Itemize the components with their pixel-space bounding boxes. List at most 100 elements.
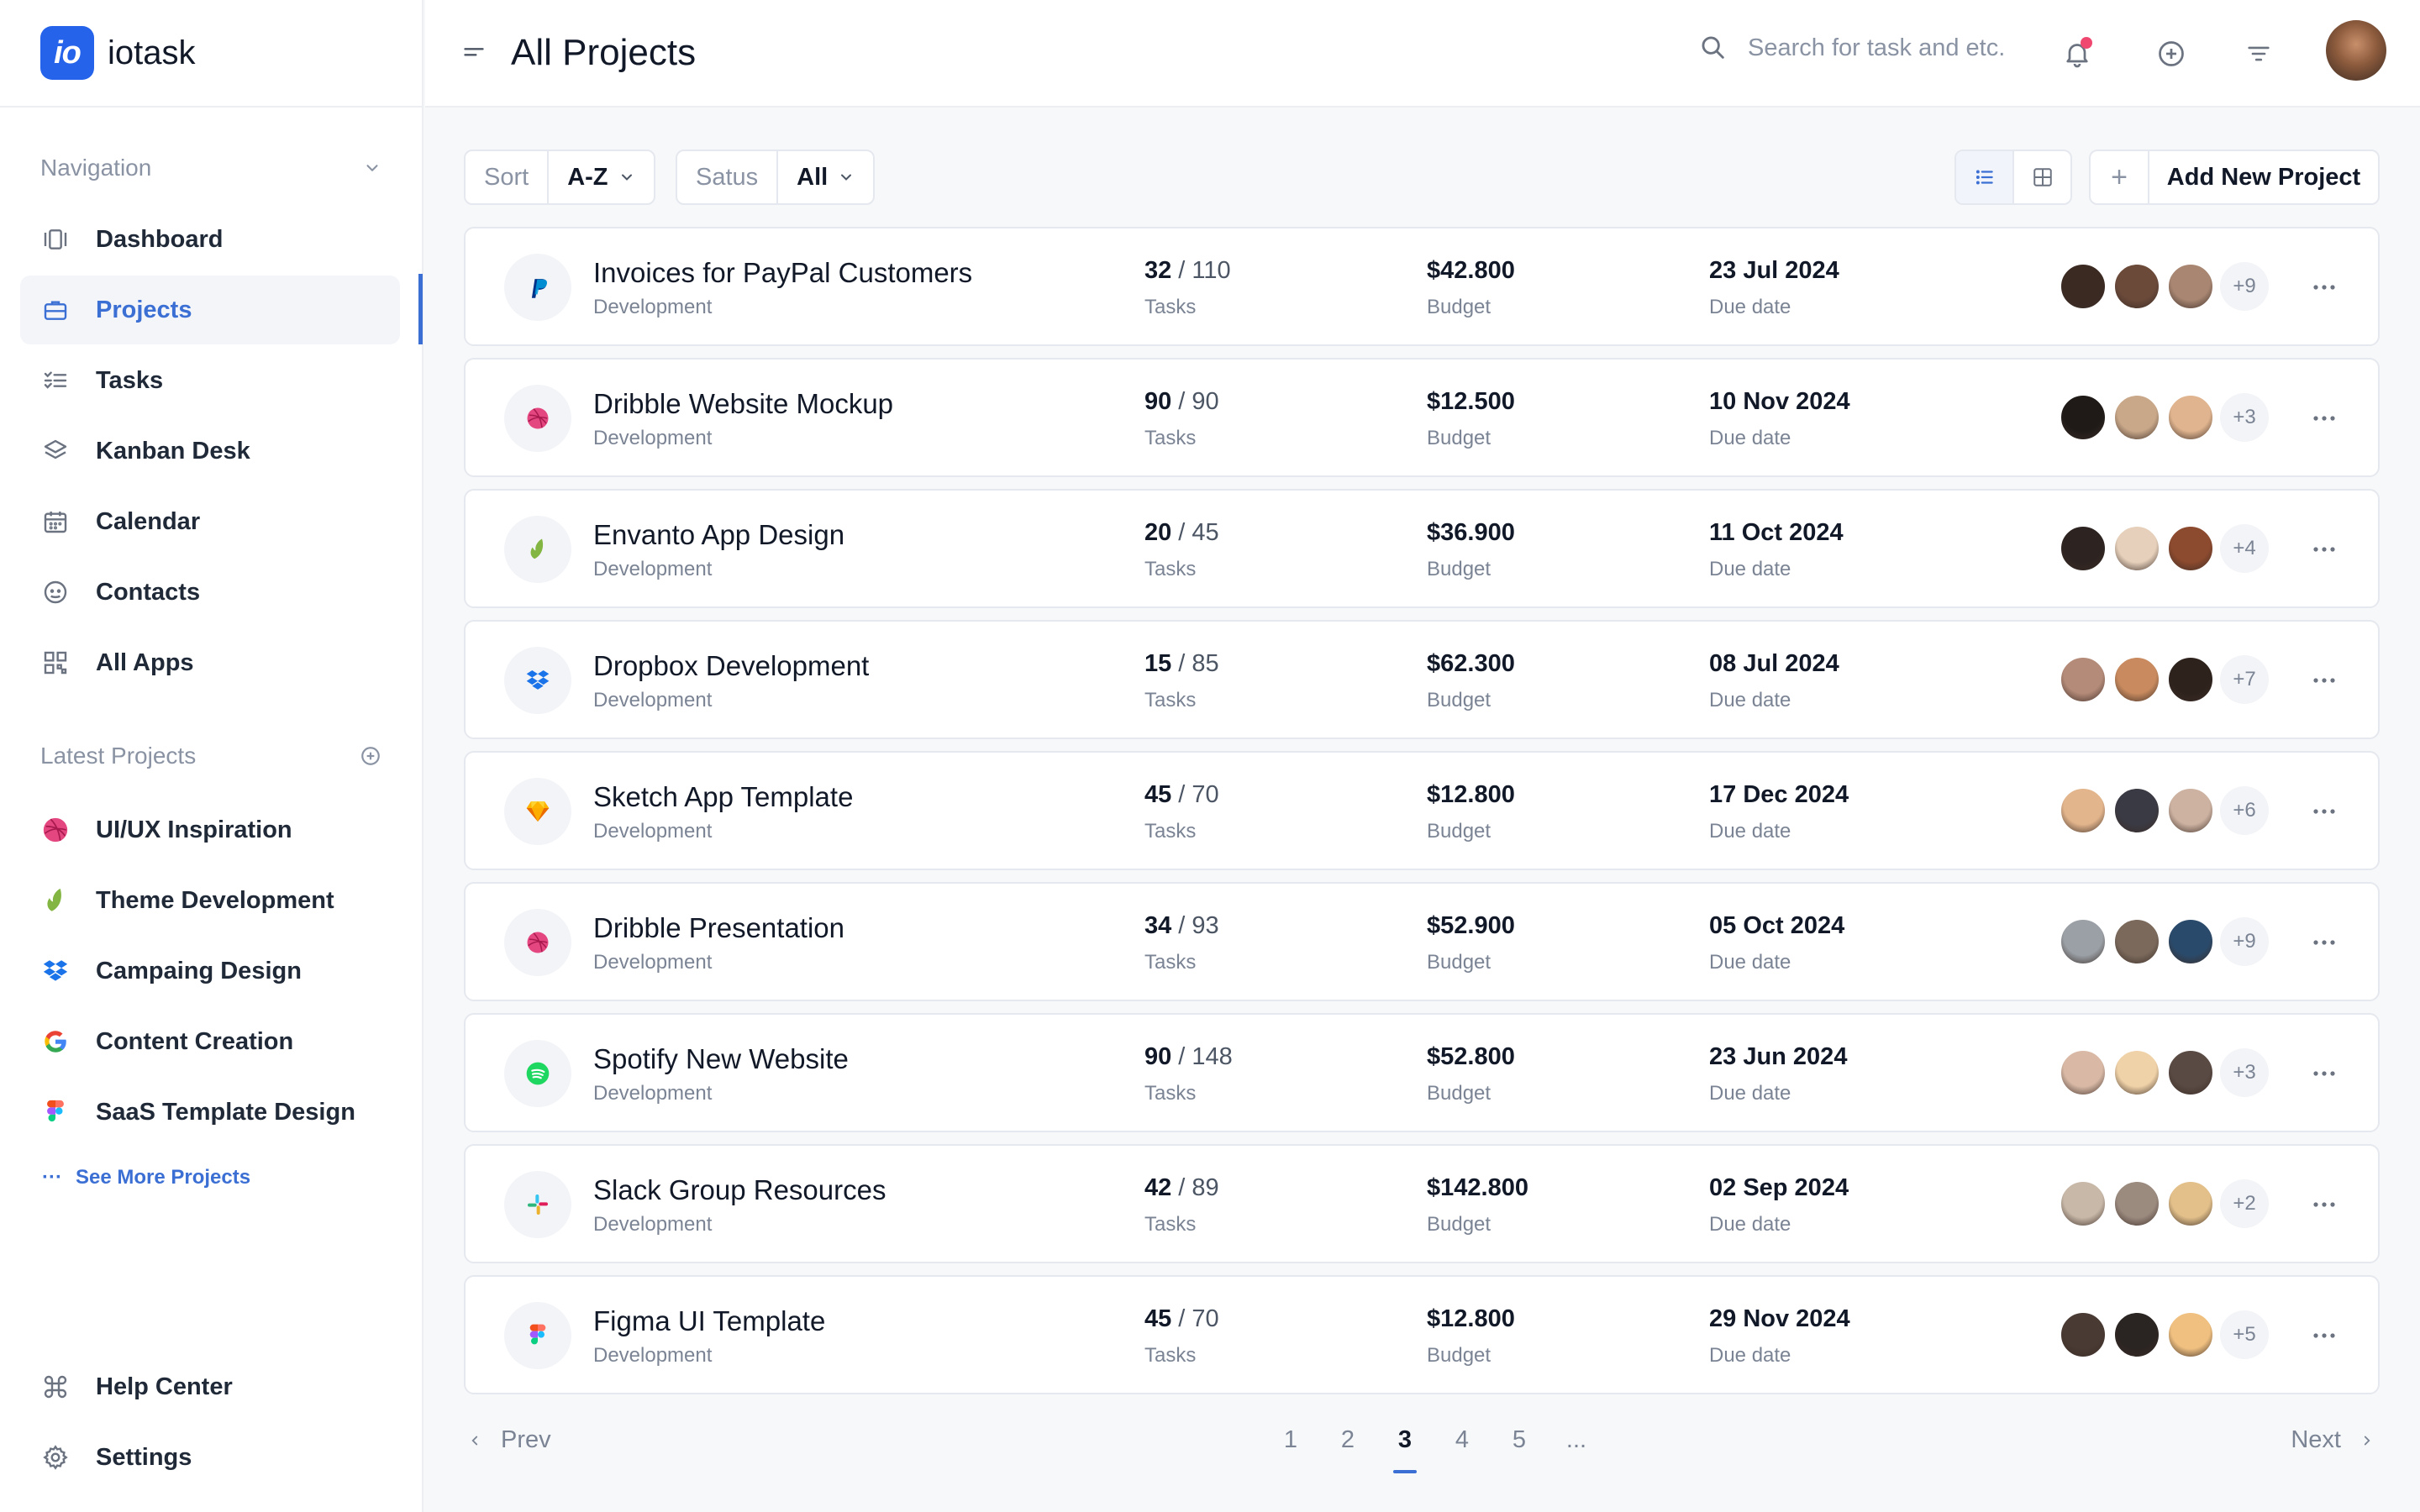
member-avatar[interactable] bbox=[2059, 1310, 2107, 1359]
page-1[interactable]: 1 bbox=[1283, 1426, 1298, 1453]
project-name[interactable]: Spotify New Website bbox=[593, 1043, 849, 1074]
sidebar-item-contacts[interactable]: Contacts bbox=[20, 558, 400, 627]
status-value[interactable]: All bbox=[778, 151, 873, 203]
project-name[interactable]: Slack Group Resources bbox=[593, 1174, 886, 1205]
member-avatar[interactable] bbox=[2166, 524, 2215, 573]
more-members-badge[interactable]: +7 bbox=[2220, 655, 2269, 704]
brand[interactable]: io iotask bbox=[0, 0, 422, 108]
filter-button[interactable] bbox=[2238, 34, 2279, 74]
latest-project-item[interactable]: UI/UX Inspiration bbox=[20, 795, 400, 865]
more-members-badge[interactable]: +6 bbox=[2220, 786, 2269, 835]
project-row[interactable]: Slack Group Resources Development 42/ 89… bbox=[464, 1144, 2380, 1263]
member-avatar[interactable] bbox=[2112, 1179, 2161, 1228]
more-members-badge[interactable]: +9 bbox=[2220, 917, 2269, 966]
more-options-button[interactable] bbox=[2307, 534, 2341, 564]
sort-value[interactable]: A-Z bbox=[549, 151, 653, 203]
project-row[interactable]: Dribble Presentation Development 34/ 93 … bbox=[464, 882, 2380, 1001]
list-view-button[interactable] bbox=[1956, 151, 2014, 203]
project-name[interactable]: Sketch App Template bbox=[593, 781, 854, 812]
member-avatar[interactable] bbox=[2059, 1179, 2107, 1228]
more-options-button[interactable] bbox=[2307, 403, 2341, 433]
user-avatar[interactable] bbox=[2326, 20, 2386, 81]
member-avatar[interactable] bbox=[2059, 1048, 2107, 1097]
more-options-button[interactable] bbox=[2307, 927, 2341, 958]
sidebar-item-projects[interactable]: Projects bbox=[20, 276, 400, 344]
project-row[interactable]: Sketch App Template Development 45/ 70 T… bbox=[464, 751, 2380, 870]
member-avatar[interactable] bbox=[2059, 524, 2107, 573]
more-options-button[interactable] bbox=[2307, 1189, 2341, 1220]
project-name[interactable]: Envanto App Design bbox=[593, 519, 845, 550]
member-avatar[interactable] bbox=[2059, 393, 2107, 442]
project-row[interactable]: Envanto App Design Development 20/ 45 Ta… bbox=[464, 489, 2380, 608]
latest-project-item[interactable]: Campaing Design bbox=[20, 936, 400, 1006]
member-avatar[interactable] bbox=[2059, 786, 2107, 835]
sidebar-item-tasks[interactable]: Tasks bbox=[20, 346, 400, 415]
page-ellipsis[interactable]: ... bbox=[1565, 1426, 1587, 1453]
chevron-down-icon[interactable] bbox=[363, 159, 381, 177]
member-avatar[interactable] bbox=[2112, 262, 2161, 311]
more-members-badge[interactable]: +3 bbox=[2220, 1048, 2269, 1097]
page-3-current[interactable]: 3 bbox=[1376, 1426, 1434, 1473]
more-options-button[interactable] bbox=[2307, 272, 2341, 302]
project-row[interactable]: Dribble Website Mockup Development 90/ 9… bbox=[464, 358, 2380, 477]
more-options-button[interactable] bbox=[2307, 665, 2341, 696]
member-avatar[interactable] bbox=[2059, 917, 2107, 966]
sidebar-item-settings[interactable]: Settings bbox=[20, 1423, 400, 1492]
more-options-button[interactable] bbox=[2307, 1320, 2341, 1351]
member-avatar[interactable] bbox=[2166, 1310, 2215, 1359]
page-2[interactable]: 2 bbox=[1340, 1426, 1355, 1453]
more-options-button[interactable] bbox=[2307, 1058, 2341, 1089]
add-circle-icon[interactable] bbox=[360, 745, 381, 767]
more-members-badge[interactable]: +3 bbox=[2220, 393, 2269, 442]
status-dropdown[interactable]: Satus All bbox=[676, 150, 876, 205]
navigation-heading[interactable]: Navigation bbox=[0, 143, 422, 193]
notifications-button[interactable] bbox=[2057, 34, 2097, 74]
project-name[interactable]: Figma UI Template bbox=[593, 1305, 826, 1336]
member-avatar[interactable] bbox=[2166, 1048, 2215, 1097]
member-avatar[interactable] bbox=[2112, 917, 2161, 966]
more-members-badge[interactable]: +2 bbox=[2220, 1179, 2269, 1228]
page-4[interactable]: 4 bbox=[1455, 1426, 1470, 1453]
project-name[interactable]: Invoices for PayPal Customers bbox=[593, 257, 973, 288]
member-avatar[interactable] bbox=[2166, 786, 2215, 835]
sidebar-item-kanban-desk[interactable]: Kanban Desk bbox=[20, 417, 400, 486]
prev-page-button[interactable]: Prev bbox=[467, 1426, 551, 1454]
iotask-logo[interactable]: io bbox=[40, 26, 94, 80]
project-row[interactable]: Spotify New Website Development 90/ 148 … bbox=[464, 1013, 2380, 1132]
project-row[interactable]: Figma UI Template Development 45/ 70 Tas… bbox=[464, 1275, 2380, 1394]
search-input[interactable]: Search for task and etc. bbox=[1699, 34, 2005, 62]
member-avatar[interactable] bbox=[2112, 1310, 2161, 1359]
member-avatar[interactable] bbox=[2166, 917, 2215, 966]
sidebar-item-dashboard[interactable]: Dashboard bbox=[20, 205, 400, 274]
add-button[interactable] bbox=[2151, 34, 2191, 74]
project-row[interactable]: Invoices for PayPal Customers Developmen… bbox=[464, 227, 2380, 346]
grid-view-button[interactable] bbox=[2014, 151, 2070, 203]
page-5[interactable]: 5 bbox=[1512, 1426, 1527, 1453]
member-avatar[interactable] bbox=[2112, 524, 2161, 573]
member-avatar[interactable] bbox=[2112, 1048, 2161, 1097]
sidebar-item-calendar[interactable]: Calendar bbox=[20, 487, 400, 556]
project-name[interactable]: Dribble Presentation bbox=[593, 912, 844, 943]
member-avatar[interactable] bbox=[2112, 655, 2161, 704]
more-members-badge[interactable]: +4 bbox=[2220, 524, 2269, 573]
sidebar-item-help-center[interactable]: Help Center bbox=[20, 1352, 400, 1421]
latest-project-item[interactable]: Theme Development bbox=[20, 865, 400, 936]
member-avatar[interactable] bbox=[2059, 655, 2107, 704]
member-avatar[interactable] bbox=[2166, 262, 2215, 311]
member-avatar[interactable] bbox=[2112, 786, 2161, 835]
more-members-badge[interactable]: +5 bbox=[2220, 1310, 2269, 1359]
member-avatar[interactable] bbox=[2112, 393, 2161, 442]
member-avatar[interactable] bbox=[2166, 1179, 2215, 1228]
project-row[interactable]: Dropbox Development Development 15/ 85 T… bbox=[464, 620, 2380, 739]
project-name[interactable]: Dribble Website Mockup bbox=[593, 388, 894, 419]
member-avatar[interactable] bbox=[2166, 655, 2215, 704]
see-more-projects-link[interactable]: ··· See More Projects bbox=[42, 1166, 250, 1189]
sidebar-item-all-apps[interactable]: All Apps bbox=[20, 628, 400, 697]
project-name[interactable]: Dropbox Development bbox=[593, 650, 870, 681]
more-members-badge[interactable]: +9 bbox=[2220, 262, 2269, 311]
latest-project-item[interactable]: Content Creation bbox=[20, 1006, 400, 1077]
next-page-button[interactable]: Next bbox=[2291, 1426, 2375, 1454]
sort-dropdown[interactable]: Sort A-Z bbox=[464, 150, 655, 205]
latest-project-item[interactable]: SaaS Template Design bbox=[20, 1077, 400, 1147]
add-new-project-button[interactable]: + Add New Project bbox=[2089, 150, 2380, 205]
